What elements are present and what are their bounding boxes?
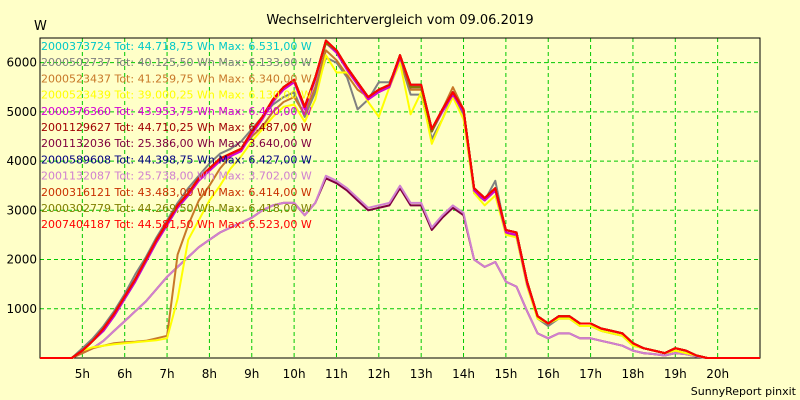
legend-entry-8: 2001132087 Tot: 25.738,00 Wh Max: 3.702,… [41,170,312,183]
series-line-8 [40,174,760,359]
grid [40,38,760,358]
legend-entry-6: 2001132036 Tot: 25.386,00 Wh Max: 3.640,… [41,137,312,150]
legend-entry-9: 2000316121 Tot: 43.483,00 Wh Max: 6.414,… [41,186,312,199]
series-line-11 [40,39,760,359]
x-tick-label: 14h [452,367,475,381]
legend-entry-4: 2000376360 Tot: 43.953,75 Wh Max: 6.490,… [41,105,312,118]
legend-entry-10: 2000302779 Tot: 44.269,50 Wh Max: 6.418,… [41,202,312,215]
x-tick-label: 9h [244,367,259,381]
legend-entry-2: 2000523437 Tot: 41.259,75 Wh Max: 6.340,… [41,72,312,85]
x-tick-label: 15h [494,367,517,381]
x-tick-label: 8h [202,367,217,381]
y-tick-label: 4000 [6,154,37,168]
series-lines [40,39,760,359]
y-tick-label: 1000 [6,302,37,316]
x-tick-label: 18h [622,367,645,381]
x-tick-label: 16h [537,367,560,381]
plot-frame [39,37,761,359]
x-tick-label: 20h [706,367,729,381]
legend-entry-0: 2000373724 Tot: 44.718,75 Wh Max: 6.531,… [41,40,312,53]
legend: 2000373724 Tot: 44.718,75 Wh Max: 6.531,… [41,40,312,231]
x-tick-label: 11h [325,367,348,381]
x-tick-label: 5h [75,367,90,381]
x-tick-label: 6h [117,367,132,381]
y-axis: 1000 2000 3000 4000 5000 6000 [6,56,37,316]
x-axis: 5h 6h 7h 8h 9h 10h 11h 12h 13h 14h 15h 16h 17h 18h 19h… [75,367,729,381]
x-tick-label: 12h [367,367,390,381]
x-tick-label: 7h [159,367,174,381]
chart-title: Wechselrichtervergleich vom 09.06.2019 [266,13,533,28]
y-tick-label: 2000 [6,253,37,267]
legend-entry-7: 2000589608 Tot: 44.398,75 Wh Max: 6.427,… [41,153,312,166]
x-tick-label: 19h [664,367,687,381]
x-tick-label: 13h [410,367,433,381]
legend-entry-5: 2001129627 Tot: 44.710,25 Wh Max: 6.487,… [41,121,312,134]
legend-entry-3: 2000523439 Tot: 39.000,25 Wh Max: 6.130,… [41,89,312,102]
legend-entry-1: 2000502737 Tot: 40.125,50 Wh Max: 6.133,… [41,56,312,69]
legend-entry-11: 2007404187 Tot: 44.581,50 Wh Max: 6.523,… [41,218,312,231]
y-tick-label: 3000 [6,203,37,217]
y-tick-label: 6000 [6,56,37,70]
x-tick-label: 17h [579,367,602,381]
footer-credit: SunnyReport pinxit [691,385,797,398]
y-axis-unit: W [34,19,47,34]
y-tick-label: 5000 [6,105,37,119]
x-tick-label: 10h [283,367,306,381]
